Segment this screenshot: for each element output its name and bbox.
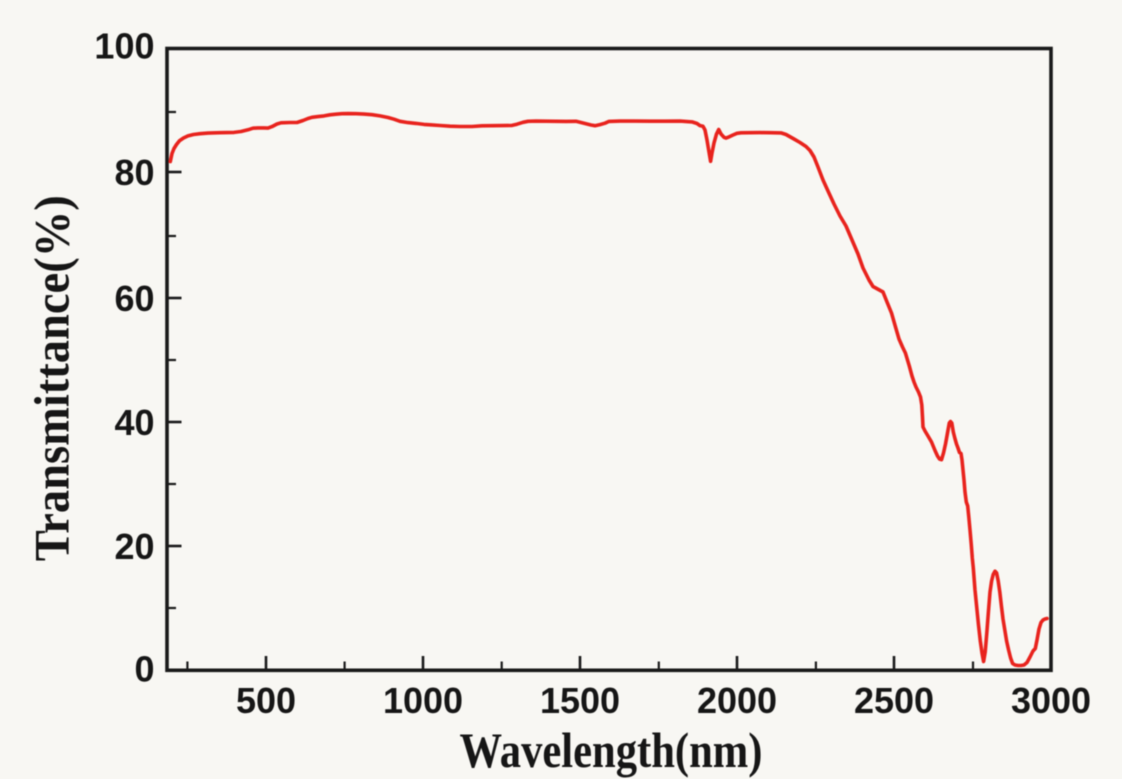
svg-text:40: 40 (114, 402, 154, 443)
svg-text:500: 500 (236, 680, 296, 721)
svg-text:Transmittance(%): Transmittance(%) (24, 195, 80, 561)
svg-text:0: 0 (134, 649, 154, 690)
svg-text:1500: 1500 (540, 680, 620, 721)
svg-text:60: 60 (114, 278, 154, 319)
svg-text:80: 80 (114, 152, 154, 193)
svg-text:1000: 1000 (383, 680, 463, 721)
svg-text:20: 20 (114, 526, 154, 567)
svg-text:2000: 2000 (697, 680, 777, 721)
svg-text:100: 100 (94, 26, 154, 67)
svg-text:3000: 3000 (1011, 680, 1091, 721)
svg-text:2500: 2500 (854, 680, 934, 721)
svg-text:Wavelength(nm): Wavelength(nm) (460, 722, 763, 778)
